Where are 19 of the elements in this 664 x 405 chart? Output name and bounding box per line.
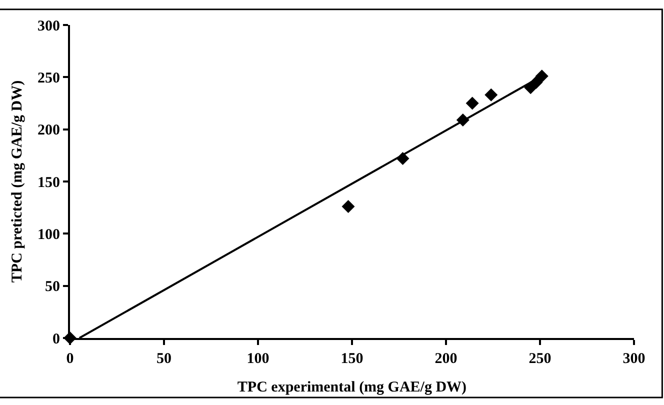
y-tick-label: 300 — [38, 18, 60, 34]
y-tick-label: 0 — [52, 331, 60, 348]
x-tick-label: 150 — [340, 351, 364, 367]
point — [484, 88, 498, 102]
y-axis-title: TPC preticted (mg GAE/g DW) — [9, 80, 26, 283]
y-tick-label: 50 — [45, 279, 60, 296]
point — [342, 200, 355, 214]
x-tick-label: 250 — [528, 351, 552, 367]
y-tick-label: 100 — [38, 226, 60, 243]
x-axis-title: TPC experimental (mg GAE/g DW) — [237, 380, 467, 396]
y-tick-label: 150 — [38, 174, 60, 191]
x-tick-label: 300 — [622, 351, 646, 367]
x-tick-label: 200 — [434, 351, 458, 367]
x-tick-label: 50 — [156, 351, 172, 367]
x-tick-label: 100 — [246, 351, 270, 367]
y-tick-label: 200 — [38, 122, 60, 139]
x-tick-label: 0 — [66, 351, 74, 367]
point — [466, 96, 479, 110]
y-tick-label: 250 — [38, 70, 60, 86]
